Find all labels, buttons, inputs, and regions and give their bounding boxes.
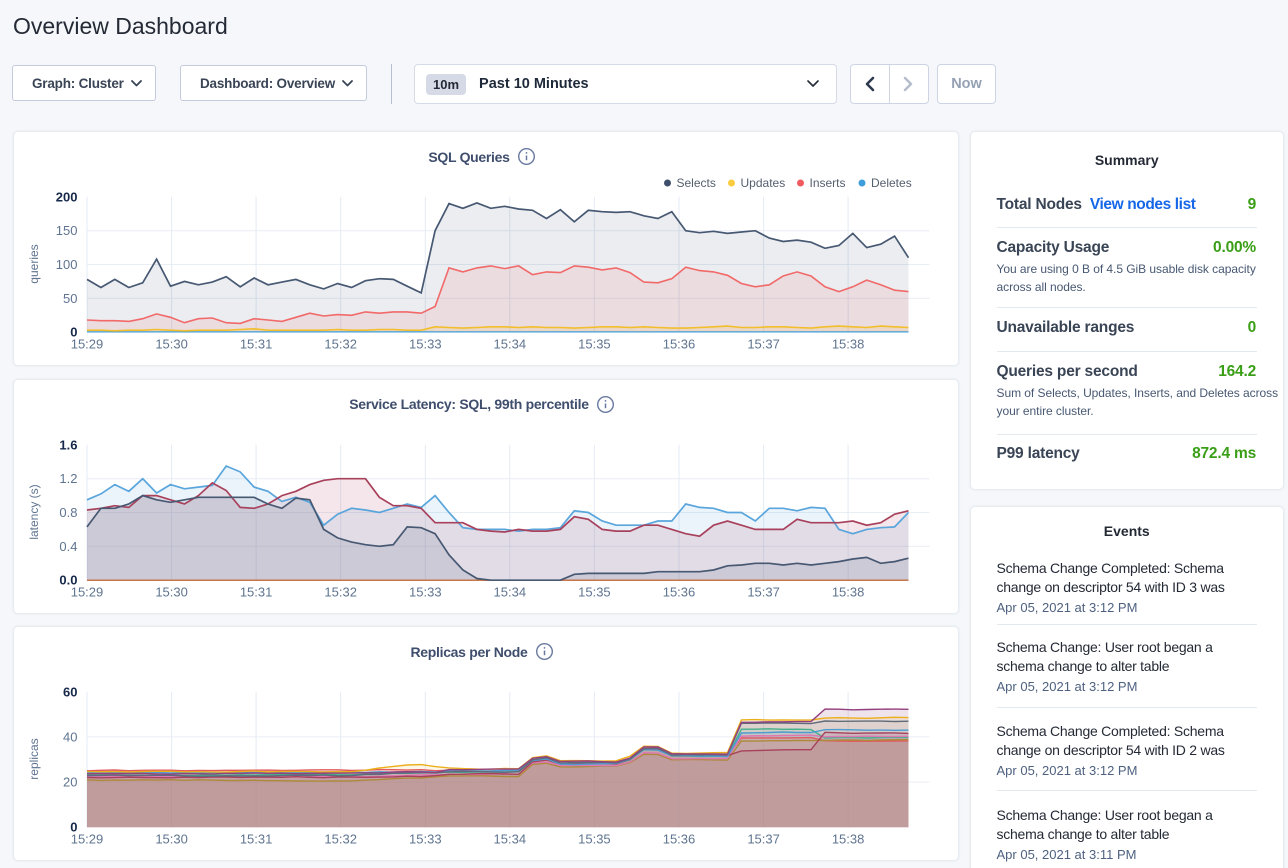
svg-text:15:31: 15:31 xyxy=(239,337,272,352)
svg-text:60: 60 xyxy=(63,684,77,699)
svg-text:15:35: 15:35 xyxy=(578,584,611,599)
svg-text:1.6: 1.6 xyxy=(59,437,77,452)
svg-text:15:37: 15:37 xyxy=(747,832,780,847)
svg-text:15:37: 15:37 xyxy=(747,337,780,352)
svg-text:Updates: Updates xyxy=(740,176,785,190)
svg-text:0: 0 xyxy=(70,325,77,340)
svg-text:15:33: 15:33 xyxy=(409,584,442,599)
svg-text:15:30: 15:30 xyxy=(155,584,188,599)
svg-text:50: 50 xyxy=(63,291,77,306)
svg-text:15:31: 15:31 xyxy=(239,584,272,599)
svg-text:15:37: 15:37 xyxy=(747,584,780,599)
svg-text:15:30: 15:30 xyxy=(155,832,188,847)
svg-text:100: 100 xyxy=(55,257,77,272)
svg-text:15:29: 15:29 xyxy=(70,832,103,847)
svg-text:0.8: 0.8 xyxy=(59,505,77,520)
svg-text:replicas: replicas xyxy=(27,738,41,779)
svg-text:Deletes: Deletes xyxy=(871,176,912,190)
svg-text:15:29: 15:29 xyxy=(70,337,103,352)
svg-text:0.4: 0.4 xyxy=(59,539,77,554)
svg-text:15:36: 15:36 xyxy=(662,832,695,847)
svg-text:15:30: 15:30 xyxy=(155,337,188,352)
svg-text:200: 200 xyxy=(55,189,77,204)
svg-text:15:34: 15:34 xyxy=(493,337,526,352)
svg-text:15:31: 15:31 xyxy=(239,832,272,847)
svg-text:15:33: 15:33 xyxy=(409,832,442,847)
svg-text:15:32: 15:32 xyxy=(324,337,357,352)
svg-text:latency (s): latency (s) xyxy=(27,484,41,539)
svg-text:15:36: 15:36 xyxy=(662,337,695,352)
svg-text:40: 40 xyxy=(63,729,77,744)
svg-text:15:34: 15:34 xyxy=(493,584,526,599)
svg-text:0.0: 0.0 xyxy=(59,572,77,587)
svg-text:15:38: 15:38 xyxy=(831,832,864,847)
svg-text:15:34: 15:34 xyxy=(493,832,526,847)
svg-text:15:38: 15:38 xyxy=(831,584,864,599)
svg-text:15:35: 15:35 xyxy=(578,337,611,352)
svg-text:15:33: 15:33 xyxy=(409,337,442,352)
svg-text:Selects: Selects xyxy=(676,176,715,190)
svg-text:0: 0 xyxy=(70,820,77,835)
svg-text:15:38: 15:38 xyxy=(831,337,864,352)
svg-text:1.2: 1.2 xyxy=(59,471,77,486)
svg-text:queries: queries xyxy=(27,244,41,283)
svg-text:150: 150 xyxy=(55,223,77,238)
svg-text:Inserts: Inserts xyxy=(809,176,845,190)
svg-text:15:32: 15:32 xyxy=(324,832,357,847)
svg-text:15:32: 15:32 xyxy=(324,584,357,599)
svg-text:15:36: 15:36 xyxy=(662,584,695,599)
svg-text:15:35: 15:35 xyxy=(578,832,611,847)
svg-text:20: 20 xyxy=(63,775,77,790)
svg-text:15:29: 15:29 xyxy=(70,584,103,599)
